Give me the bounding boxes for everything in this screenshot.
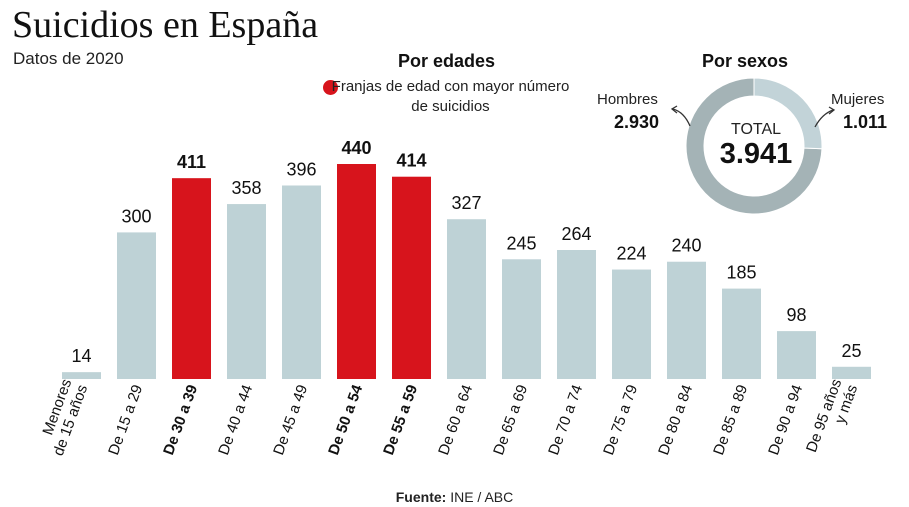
men-arrowhead-icon <box>670 105 678 114</box>
bar-value-label: 224 <box>616 244 646 264</box>
men-value: 2.930 <box>614 112 660 132</box>
men-arrow-icon <box>672 108 691 127</box>
bar <box>612 269 651 379</box>
x-axis-tick-label: De 80 a 84 <box>655 383 696 458</box>
bar-value-label: 185 <box>726 263 756 283</box>
bar <box>832 366 871 379</box>
x-axis-tick-text: De 55 a 59 <box>380 383 421 458</box>
source-prefix: Fuente: <box>395 489 447 505</box>
chart-subtitle: Datos de 2020 <box>13 49 124 68</box>
bar-value-label: 358 <box>231 178 261 198</box>
x-axis-tick-label: De 45 a 49 <box>270 383 311 458</box>
bar-value-label: 245 <box>506 233 536 253</box>
bar <box>667 261 706 379</box>
x-axis-tick-label: De 15 a 29 <box>105 383 146 458</box>
bar <box>392 176 431 379</box>
x-axis-tick-label: De 55 a 59 <box>380 383 421 458</box>
bar-value-label: 327 <box>451 193 481 213</box>
women-arrow-icon <box>814 109 834 128</box>
x-axis-tick-text: De 65 a 69 <box>490 383 531 458</box>
bar-value-label: 14 <box>71 346 91 366</box>
x-axis-tick-label: De 60 a 64 <box>435 383 476 458</box>
total-value: 3.941 <box>719 138 793 170</box>
bar <box>722 288 761 379</box>
bar-value-label: 396 <box>286 160 316 180</box>
chart-title: Suicidios en España <box>12 4 319 46</box>
bar <box>447 219 486 379</box>
x-axis-tick-label: De 65 a 69 <box>490 383 531 458</box>
total-label: TOTAL <box>730 121 782 138</box>
women-value: 1.011 <box>843 112 888 132</box>
x-axis-tick-text: De 40 a 44 <box>215 383 256 458</box>
x-axis-tick-text: De 70 a 74 <box>545 383 586 458</box>
women-arrowhead-icon <box>828 106 836 115</box>
bar-value-label: 240 <box>671 236 701 256</box>
x-axis-tick-label: De 40 a 44 <box>215 383 256 458</box>
x-axis-tick-text: De 60 a 64 <box>435 383 476 458</box>
source-note: Fuente: INE / ABC <box>0 489 909 505</box>
x-axis-tick-text: De 75 a 79 <box>600 383 641 458</box>
x-axis-tick-text: De 90 a 94 <box>765 383 806 458</box>
x-axis-tick-text: De 80 a 84 <box>655 383 696 458</box>
x-axis-tick-text: De 45 a 49 <box>270 383 311 458</box>
x-axis-tick-text: De 30 a 39 <box>160 383 201 458</box>
x-axis-tick-text: De 85 a 89 <box>710 383 751 458</box>
bar <box>337 164 376 379</box>
x-axis-tick-label: De 75 a 79 <box>600 383 641 458</box>
bar <box>227 204 266 379</box>
x-axis-tick-label: De 90 a 94 <box>765 383 806 458</box>
men-label: Hombres <box>597 91 658 108</box>
bar-value-label: 411 <box>177 152 206 172</box>
x-axis-tick-label: De 50 a 54 <box>325 382 366 457</box>
x-axis-tick-text: De 15 a 29 <box>105 383 146 458</box>
bar-value-label: 300 <box>121 206 151 226</box>
bar <box>172 178 211 379</box>
donut-segment-men <box>685 77 823 215</box>
bar-value-label: 264 <box>561 224 591 244</box>
bar <box>117 232 156 379</box>
legend-swatch <box>323 80 338 95</box>
donut-segment-women <box>753 77 823 150</box>
bar-value-label: 440 <box>341 138 371 158</box>
bar <box>777 331 816 379</box>
x-axis-tick-label: De 70 a 74 <box>545 383 586 458</box>
sex-section-title: Por sexos <box>702 51 789 71</box>
source-text: INE / ABC <box>450 489 514 505</box>
bar <box>282 185 321 379</box>
bar <box>557 250 596 379</box>
x-axis-tick-label: De 30 a 39 <box>160 383 201 458</box>
x-axis-tick-text: De 50 a 54 <box>325 382 366 457</box>
bar <box>62 372 101 379</box>
x-axis-tick-label: De 85 a 89 <box>710 383 751 458</box>
bar-value-label: 414 <box>396 151 426 171</box>
bar <box>502 259 541 379</box>
legend-label: Franjas de edad con mayor número de suic… <box>331 78 570 115</box>
bar-value-label: 98 <box>786 305 806 325</box>
bar-value-label: 25 <box>841 341 861 361</box>
age-section-title: Por edades <box>398 51 496 71</box>
women-label: Mujeres <box>831 91 885 108</box>
